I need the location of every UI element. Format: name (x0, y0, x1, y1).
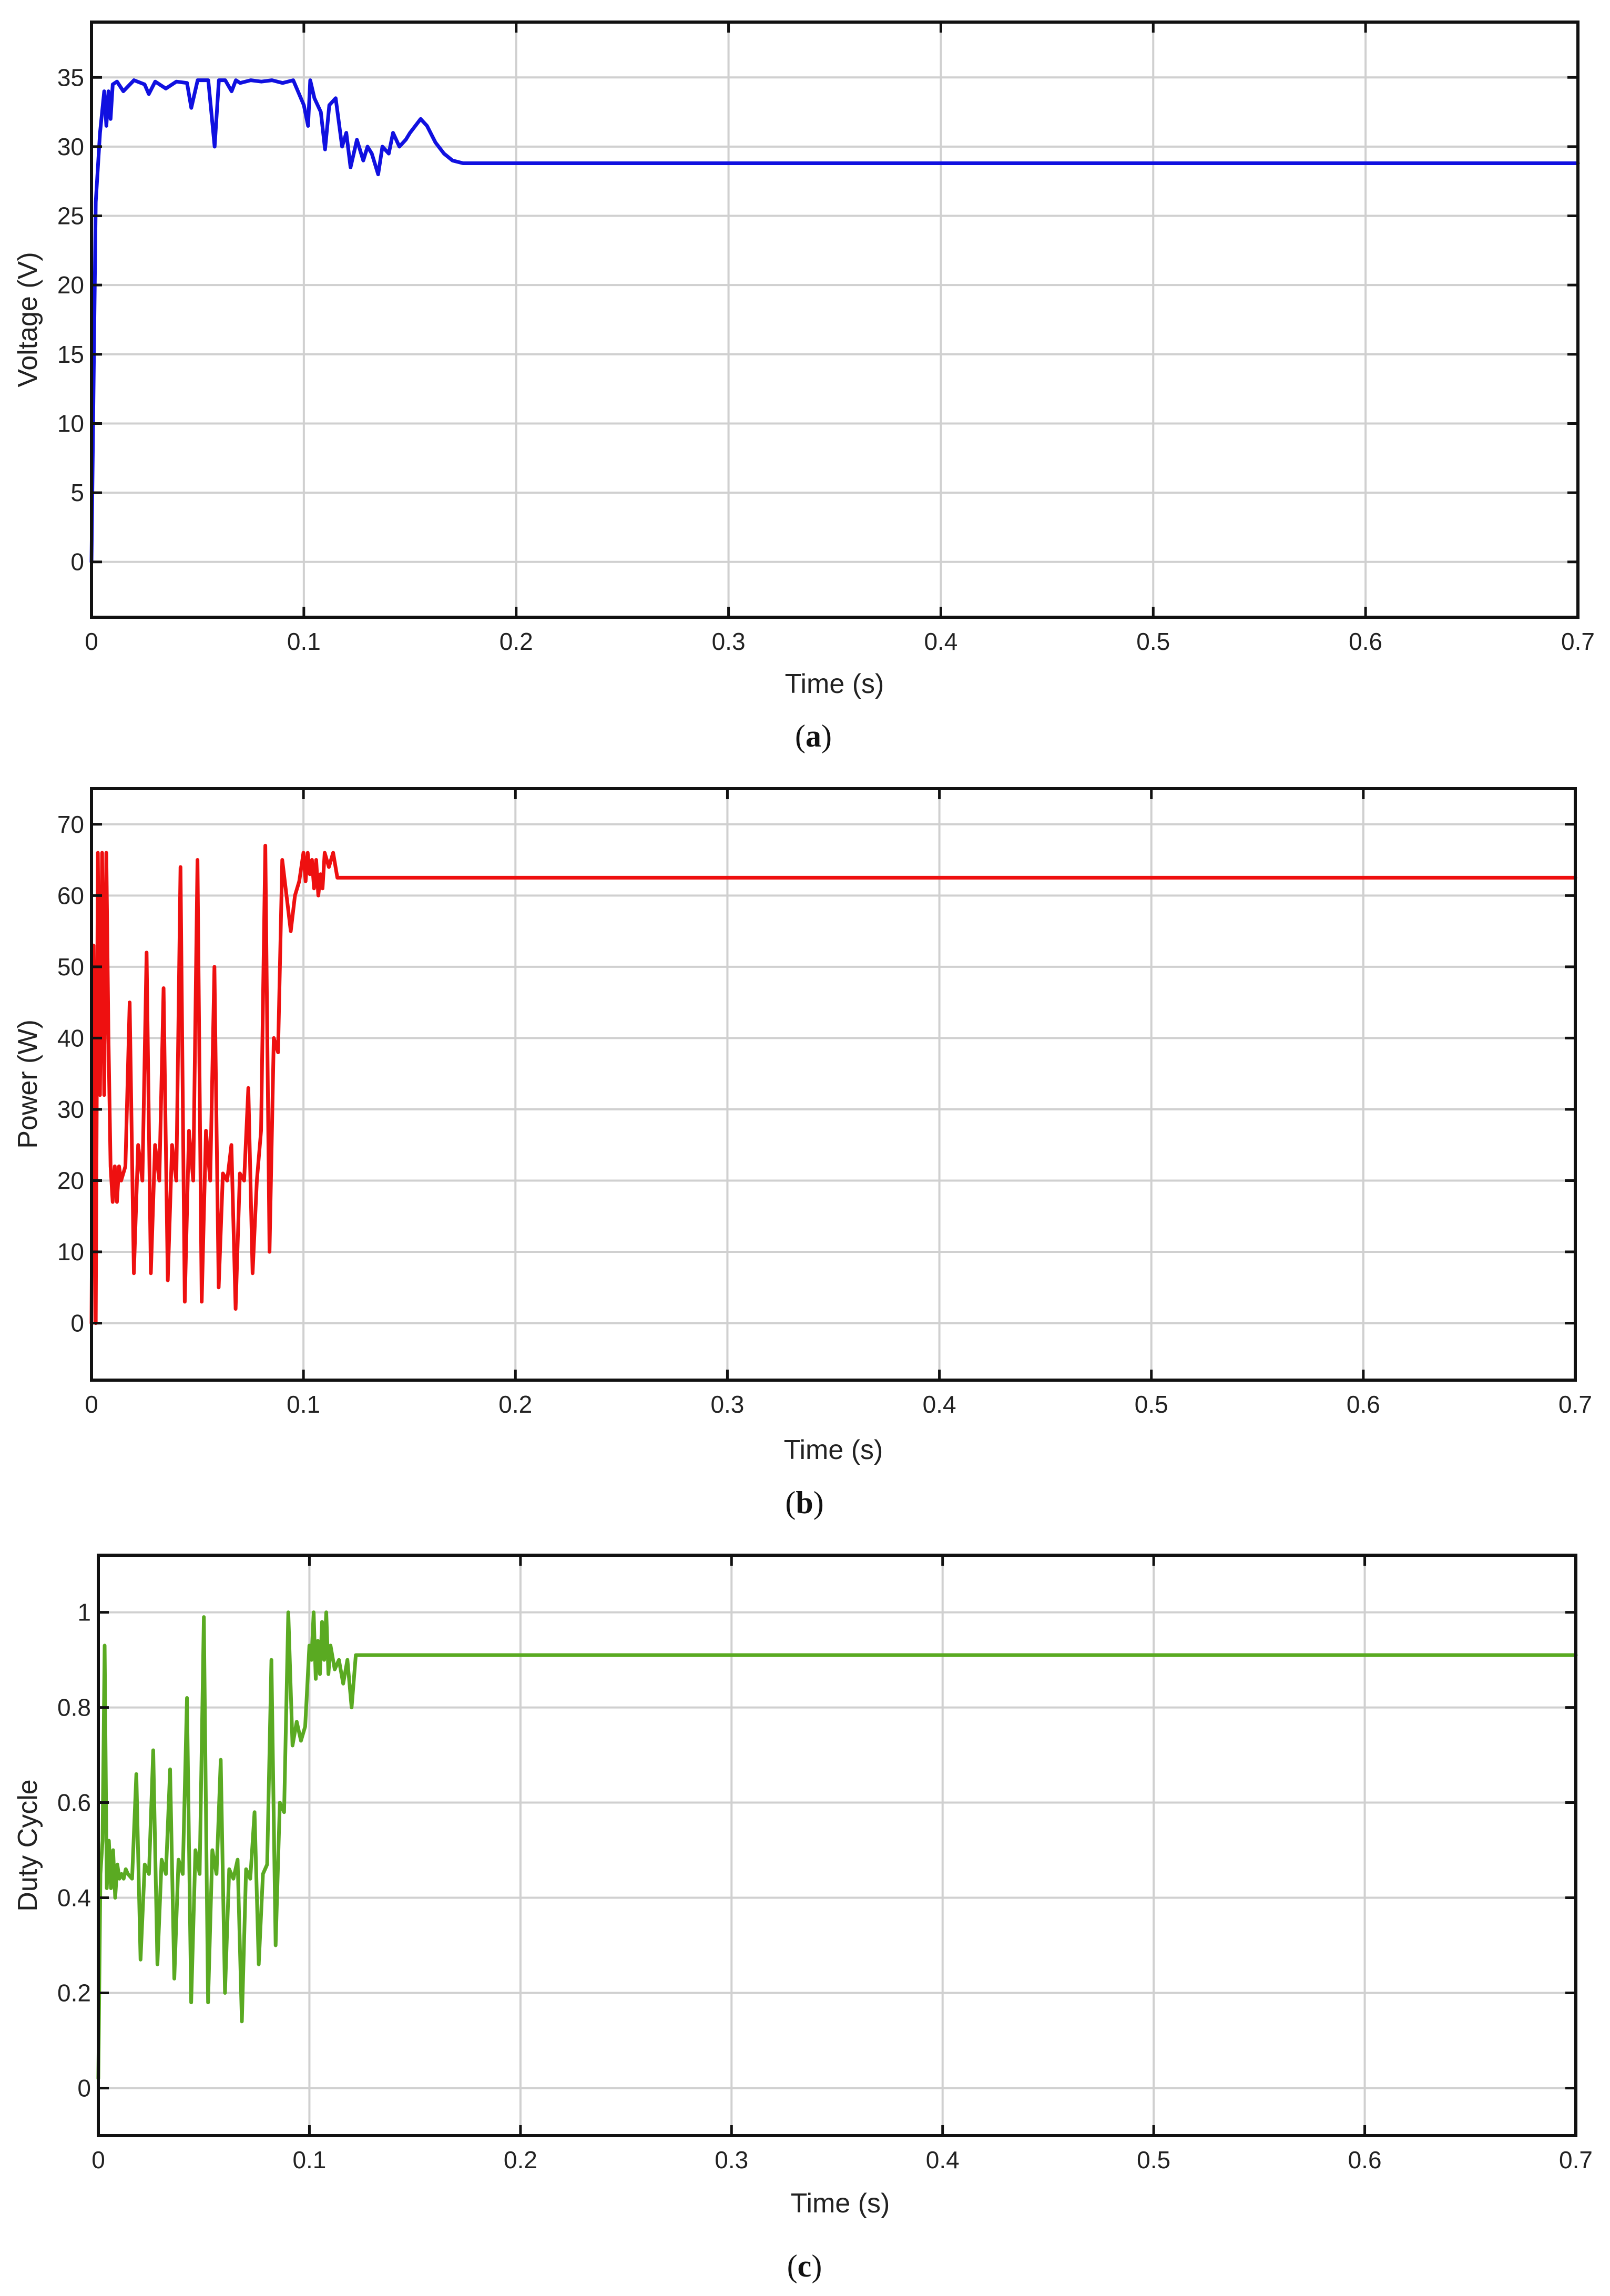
panel-b-ytick-label-0: 0 (70, 1310, 84, 1337)
panel-c-xtick-label-4: 0.4 (926, 2146, 960, 2173)
panel-b-xtick-label-2: 0.2 (498, 1391, 532, 1418)
panel-a-series-line-0 (89, 78, 1580, 564)
panel-b-caption-letter: b (796, 1485, 813, 1520)
panel-c-xtick-label-3: 0.3 (715, 2146, 748, 2173)
panel-c-series (96, 1610, 1578, 2080)
panel-c-ytick-label-4: 0.8 (57, 1694, 91, 1721)
panel-c: 0 0.1 0.2 0.3 0.4 0.5 0.6 0.7 0 0.2 0.4 0.6 0.8 1 Tim… (13, 1554, 1593, 2283)
panel-b-ytick-label-1: 10 (57, 1238, 84, 1266)
panel-b-xtick-label-6: 0.6 (1347, 1391, 1380, 1418)
panel-b-xtick-label-4: 0.4 (923, 1391, 956, 1418)
panel-a-caption: (a) (795, 719, 832, 753)
panel-b-xtick-label-1: 0.1 (287, 1391, 320, 1418)
panel-b-xtick-label-7: 0.7 (1558, 1391, 1592, 1418)
panel-a-ytick-label-2: 10 (57, 410, 84, 437)
panel-b-xtick-label-5: 0.5 (1135, 1391, 1168, 1418)
panel-a-ytick-label-3: 15 (57, 341, 84, 368)
panel-c-caption: (c) (787, 2249, 822, 2283)
panel-a-ylabel: Voltage (V) (13, 252, 43, 387)
panel-b-ytick-label-4: 40 (57, 1024, 84, 1052)
panel-a-series (89, 78, 1580, 564)
panel-a-xtick-label-3: 0.3 (712, 628, 746, 655)
panel-c-xtick-label-5: 0.5 (1137, 2146, 1170, 2173)
panel-a-ytick-label-1: 5 (70, 479, 84, 506)
panel-b-grid (91, 789, 1575, 1380)
panel-a-ticks: 0 0.1 0.2 0.3 0.4 0.5 0.6 0.7 0 5 10 15 20 25 30 35 (57, 22, 1595, 655)
panel-b-ylabel: Power (W) (13, 1019, 43, 1149)
panel-b-xtick-label-3: 0.3 (710, 1391, 744, 1418)
panel-c-xtick-label-0: 0 (91, 2146, 105, 2173)
panel-c-xlabel: Time (s) (791, 2188, 890, 2219)
panel-a-ytick-label-0: 0 (70, 548, 84, 576)
panel-a: 0 0.1 0.2 0.3 0.4 0.5 0.6 0.7 0 5 10 15 20 25 30 35 Tim… (13, 21, 1595, 753)
panel-a-xtick-label-1: 0.1 (287, 628, 321, 655)
panel-a-xtick-label-2: 0.2 (500, 628, 533, 655)
panel-b-ytick-label-7: 70 (57, 811, 84, 838)
panel-c-ytick-label-5: 1 (77, 1599, 91, 1626)
panel-b: 0 0.1 0.2 0.3 0.4 0.5 0.6 0.7 0 10 20 30 40 50 60 70 Ti… (13, 787, 1592, 1520)
panel-a-xtick-label-6: 0.6 (1349, 628, 1382, 655)
panel-a-ytick-label-6: 30 (57, 133, 84, 160)
panel-b-ytick-label-2: 20 (57, 1167, 84, 1194)
panel-c-ytick-label-2: 0.4 (57, 1884, 91, 1912)
panel-a-xtick-label-5: 0.5 (1136, 628, 1170, 655)
panel-a-ytick-label-7: 35 (57, 64, 84, 91)
panel-c-xtick-label-2: 0.2 (504, 2146, 537, 2173)
panel-a-xlabel: Time (s) (785, 669, 884, 699)
panel-c-ylabel: Duty Cycle (13, 1779, 43, 1911)
panel-b-series-line-0 (89, 843, 1577, 1325)
panel-c-ticks: 0 0.1 0.2 0.3 0.4 0.5 0.6 0.7 0 0.2 0.4 0.6 0.8 1 (57, 1555, 1593, 2173)
panel-c-frame (97, 1554, 1577, 2137)
panel-b-ticks: 0 0.1 0.2 0.3 0.4 0.5 0.6 0.7 0 10 20 30 40 50 60 70 (57, 789, 1592, 1418)
panel-b-ytick-label-6: 60 (57, 882, 84, 909)
panel-b-ytick-label-5: 50 (57, 953, 84, 981)
panel-b-frame (90, 787, 1577, 1382)
panel-c-caption-letter: c (798, 2249, 812, 2283)
panel-c-grid (98, 1555, 1576, 2136)
panel-c-xtick-label-6: 0.6 (1348, 2146, 1382, 2173)
panel-a-caption-letter: a (806, 719, 821, 753)
panel-c-series-line-0 (96, 1610, 1578, 2080)
panel-a-xtick-label-7: 0.7 (1561, 628, 1595, 655)
panel-c-ytick-label-0: 0 (77, 2075, 91, 2102)
panel-a-frame (90, 21, 1580, 619)
panel-a-xtick-label-0: 0 (85, 628, 98, 655)
panel-c-ytick-label-3: 0.6 (57, 1789, 91, 1817)
panel-a-ytick-label-5: 25 (57, 202, 84, 230)
panel-b-caption: (b) (785, 1485, 823, 1520)
panel-a-grid (91, 22, 1578, 617)
panel-c-xtick-label-1: 0.1 (292, 2146, 326, 2173)
panel-b-series (89, 843, 1577, 1325)
panel-a-xtick-label-4: 0.4 (924, 628, 957, 655)
panel-b-ytick-label-3: 30 (57, 1096, 84, 1123)
panel-c-ytick-label-1: 0.2 (57, 1979, 91, 2007)
panel-b-xlabel: Time (s) (784, 1435, 883, 1465)
panel-c-xtick-label-7: 0.7 (1559, 2146, 1593, 2173)
panel-b-xtick-label-0: 0 (85, 1391, 98, 1418)
panel-a-ytick-label-4: 20 (57, 271, 84, 299)
